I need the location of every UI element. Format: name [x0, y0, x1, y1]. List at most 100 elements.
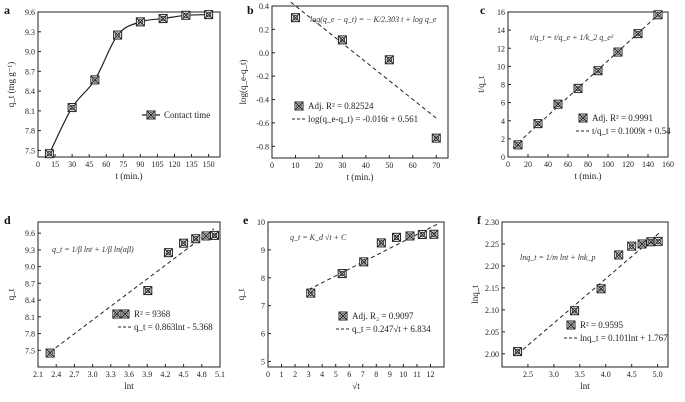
- x-axis-label: lnt: [124, 381, 134, 391]
- legend-marker: [338, 311, 348, 321]
- x-tick-label: 40: [544, 160, 552, 169]
- legend-marker: [120, 309, 130, 319]
- data-point: [179, 238, 189, 248]
- panel-letter: e: [243, 213, 249, 227]
- plot-frame: [271, 5, 449, 159]
- legend-marker: [146, 110, 156, 120]
- x-tick-label: 1: [280, 370, 284, 379]
- x-tick-label: 30: [338, 161, 346, 170]
- y-tick-label: 7.5: [25, 146, 35, 155]
- plot-frame: [37, 221, 221, 368]
- x-tick-label: 3.0: [88, 370, 98, 379]
- y-tick-label: 10: [497, 62, 505, 71]
- y-axis-label: lnq_t: [470, 285, 480, 304]
- model-equation: q_t = K_d √t + C: [290, 233, 347, 242]
- x-tick-label: 5: [334, 370, 338, 379]
- x-tick-label: 120: [622, 160, 634, 169]
- x-tick-label: 11: [413, 370, 421, 379]
- chart-panel-a: a 0 15 30 45 60 75 90 105 120 135 150 7.5 7.8 8.1 8.4 8.…: [4, 3, 221, 181]
- legend-entry: t/q_t = 0.1009t + 0.54: [592, 126, 671, 136]
- legend-entry: R² = 0.9595: [580, 320, 624, 330]
- panel-letter: f: [477, 213, 482, 227]
- data-point: [384, 55, 394, 65]
- data-point: [44, 149, 54, 159]
- y-tick-label: 0.4: [259, 2, 269, 11]
- x-tick-label: 90: [136, 160, 144, 169]
- x-tick-label: 0: [266, 370, 270, 379]
- data-point: [337, 35, 347, 45]
- x-tick-label: 60: [564, 160, 572, 169]
- x-tick-label: 4.2: [160, 370, 170, 379]
- data-point: [204, 10, 214, 20]
- y-axis-label: q_t (mg g⁻¹): [6, 62, 16, 107]
- x-tick-label: 0: [270, 161, 274, 170]
- x-tick-label: 105: [151, 160, 163, 169]
- data-point: [513, 140, 523, 150]
- x-tick-label: 5.1: [215, 370, 225, 379]
- data-point: [553, 99, 563, 109]
- data-point: [158, 14, 168, 24]
- y-tick-label: 2.25: [485, 240, 499, 249]
- x-tick-label: 120: [169, 160, 181, 169]
- y-axis-label: t/q_t: [476, 76, 486, 93]
- x-tick-label: 2.5: [523, 370, 533, 379]
- plot-frame: [501, 221, 669, 368]
- legend-marker: [294, 101, 304, 111]
- chart-panel-b: b 0 10 20 30 40 50 60 70 -0.8 -0.6 -0.4 -0.2 0.0 0.2 0.…: [238, 1, 449, 182]
- data-point: [593, 66, 603, 76]
- y-tick-label: 9: [261, 246, 265, 255]
- y-tick-label: 14: [497, 26, 505, 35]
- data-point: [290, 13, 300, 23]
- y-tick-label: 2.30: [485, 218, 499, 227]
- data-point: [113, 30, 123, 40]
- legend-entry: q_t = 0.863lnt - 5.368: [134, 322, 213, 332]
- x-tick-label: 3.9: [142, 370, 152, 379]
- y-tick-label: 7.5: [25, 346, 35, 355]
- y-tick-label: 7.8: [25, 330, 35, 339]
- panel-letter: c: [480, 3, 486, 17]
- y-axis-label: log(q_e-q_t): [238, 60, 248, 105]
- y-tick-label: 12: [497, 44, 505, 53]
- y-tick-label: 9.0: [25, 263, 35, 272]
- x-tick-label: 160: [662, 160, 674, 169]
- data-point: [513, 347, 523, 357]
- x-tick-label: 9: [388, 370, 392, 379]
- legend: Adj. R² = 0.82524 log(q_e-q_t) = -0.016t …: [292, 101, 418, 124]
- data-point: [417, 230, 427, 240]
- y-tick-label: 6: [501, 99, 505, 108]
- x-tick-label: 7: [361, 370, 365, 379]
- x-tick-label: 2.7: [69, 370, 79, 379]
- x-tick-label: 5.0: [653, 370, 663, 379]
- y-tick-label: 8.7: [25, 67, 35, 76]
- y-tick-label: 6: [261, 330, 265, 339]
- x-tick-label: 50: [385, 161, 393, 170]
- data-point: [337, 269, 347, 279]
- model-equation: log(q_e − q_t) = − K/2.303 t + log q_e: [310, 15, 437, 24]
- x-tick-label: 4: [320, 370, 324, 379]
- y-tick-label: 8.7: [25, 279, 35, 288]
- chart-panel-c: c 0 20 40 60 80 100 120 140 160 0 2 4 6 8 10 12 14 16 t (mi…: [476, 3, 674, 181]
- y-tick-label: 2.10: [485, 306, 499, 315]
- x-tick-label: 4.5: [179, 370, 189, 379]
- x-axis-label: lnt: [580, 381, 590, 391]
- model-equation: lnq_t = 1/m lnt + lnk_p: [520, 253, 595, 262]
- y-tick-label: 2.20: [485, 262, 499, 271]
- data-point: [359, 257, 369, 267]
- data-point: [627, 241, 637, 251]
- fit-line: [308, 223, 438, 291]
- y-tick-label: 9.3: [25, 28, 35, 37]
- data-point: [181, 10, 191, 20]
- x-axis-label: t (min.): [575, 171, 602, 181]
- x-tick-label: 30: [68, 160, 76, 169]
- x-axis-label: t (min.): [347, 172, 374, 182]
- x-tick-label: 4.0: [601, 370, 611, 379]
- x-tick-label: 140: [642, 160, 654, 169]
- x-tick-label: 100: [602, 160, 614, 169]
- x-tick-label: 20: [315, 161, 323, 170]
- data-point: [533, 119, 543, 129]
- x-axis-label: t (min.): [116, 171, 143, 181]
- y-tick-label: 8: [501, 81, 505, 90]
- x-tick-label: 60: [102, 160, 110, 169]
- data-point: [191, 234, 201, 244]
